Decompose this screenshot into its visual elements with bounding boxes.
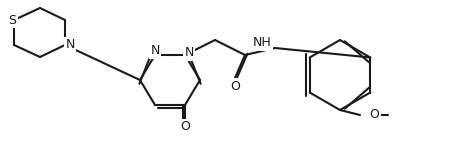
Text: O: O	[369, 108, 379, 121]
Text: N: N	[184, 47, 194, 60]
Text: O: O	[180, 121, 190, 134]
Text: N: N	[65, 39, 75, 52]
Text: O: O	[230, 80, 240, 93]
Text: NH: NH	[253, 37, 272, 50]
Text: S: S	[8, 13, 16, 26]
Text: N: N	[150, 45, 160, 58]
